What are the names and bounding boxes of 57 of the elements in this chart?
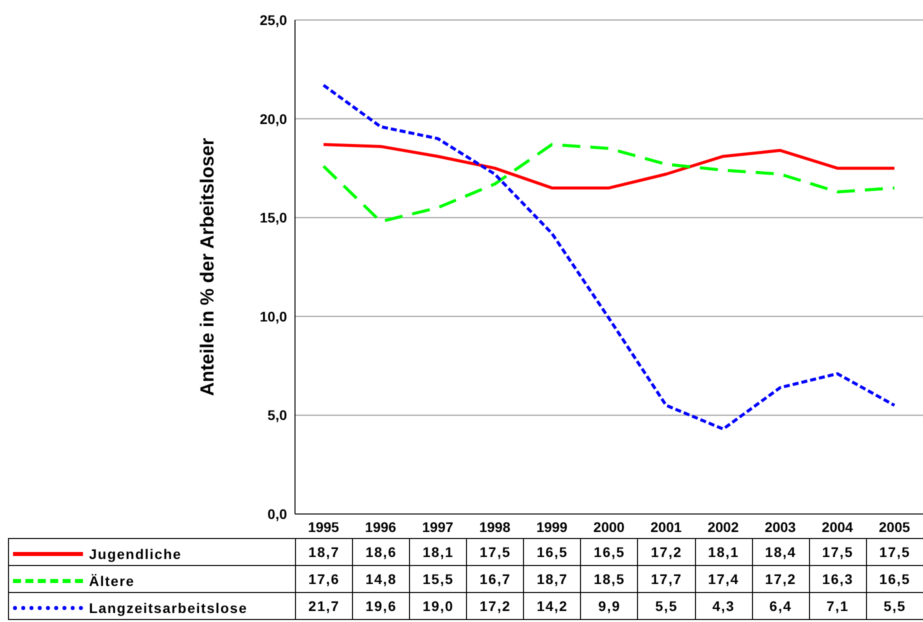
y-tick-label: 5,0 xyxy=(268,407,288,424)
data-label: 18,1 xyxy=(410,538,467,566)
y-tick-label: 10,0 xyxy=(260,308,288,324)
x-tick-label: 1998 xyxy=(479,518,511,535)
x-tick-label: 1996 xyxy=(365,518,396,535)
data-label: 16,7 xyxy=(466,566,524,592)
data-label: 4,3 xyxy=(695,592,752,620)
data-label: 17,7 xyxy=(638,566,696,592)
data-label: 18,6 xyxy=(352,538,410,566)
legend-label: Jugendliche xyxy=(89,546,182,562)
data-label: 14,8 xyxy=(352,566,410,592)
x-tick-label: 2005 xyxy=(878,518,910,535)
data-label: 17,2 xyxy=(752,566,810,592)
data-label: 18,4 xyxy=(752,538,810,566)
x-tick-label: 2004 xyxy=(822,518,854,535)
data-label: 16,5 xyxy=(524,538,581,566)
y-axis-title: Anteile in % der Arbeitsloser xyxy=(198,137,219,396)
y-tick-label: 20,0 xyxy=(260,110,288,127)
data-label: 18,7 xyxy=(296,538,353,566)
line-series xyxy=(322,84,896,431)
data-label: 7,1 xyxy=(809,592,866,620)
data-label: 16,3 xyxy=(809,566,866,592)
data-label: 16,5 xyxy=(580,538,638,566)
y-tick-label: 0,0 xyxy=(268,506,288,522)
data-label: 18,5 xyxy=(580,566,638,592)
x-tick-label: 1999 xyxy=(536,518,568,535)
x-tick-label: 2000 xyxy=(593,518,625,535)
legend-label: Langzeitsarbeitslose xyxy=(89,600,248,616)
legend-label: Ältere xyxy=(89,572,135,588)
data-label: 17,5 xyxy=(809,538,866,566)
x-tick-label: 2003 xyxy=(764,518,796,535)
data-label: 15,5 xyxy=(410,566,467,592)
data-label: 19,0 xyxy=(410,592,467,620)
x-tick-label: 1995 xyxy=(308,518,340,535)
data-label: 5,5 xyxy=(866,592,923,620)
data-label: 6,4 xyxy=(752,592,810,620)
data-label: 5,5 xyxy=(638,592,696,620)
data-label: 17,4 xyxy=(695,566,752,592)
data-label: 17,2 xyxy=(638,538,696,566)
line-series xyxy=(322,142,896,190)
data-label: 18,7 xyxy=(524,566,581,592)
x-tick-label: 2001 xyxy=(650,518,682,535)
y-tick-label: 15,0 xyxy=(260,210,288,226)
data-label: 17,2 xyxy=(466,592,524,620)
y-tick-label: 25,0 xyxy=(260,12,288,28)
data-label: 17,5 xyxy=(866,538,923,566)
data-label: 19,6 xyxy=(352,592,410,620)
x-tick-label: 1997 xyxy=(422,518,454,535)
line-series xyxy=(322,142,896,224)
data-label: 18,1 xyxy=(695,538,752,566)
data-label: 17,5 xyxy=(466,538,524,566)
data-label: 21,7 xyxy=(296,592,353,620)
data-label: 9,9 xyxy=(580,592,638,620)
x-tick-label: 2002 xyxy=(708,518,739,535)
data-label: 16,5 xyxy=(866,566,923,592)
data-label: 17,6 xyxy=(296,566,353,592)
data-label: 14,2 xyxy=(524,592,581,620)
